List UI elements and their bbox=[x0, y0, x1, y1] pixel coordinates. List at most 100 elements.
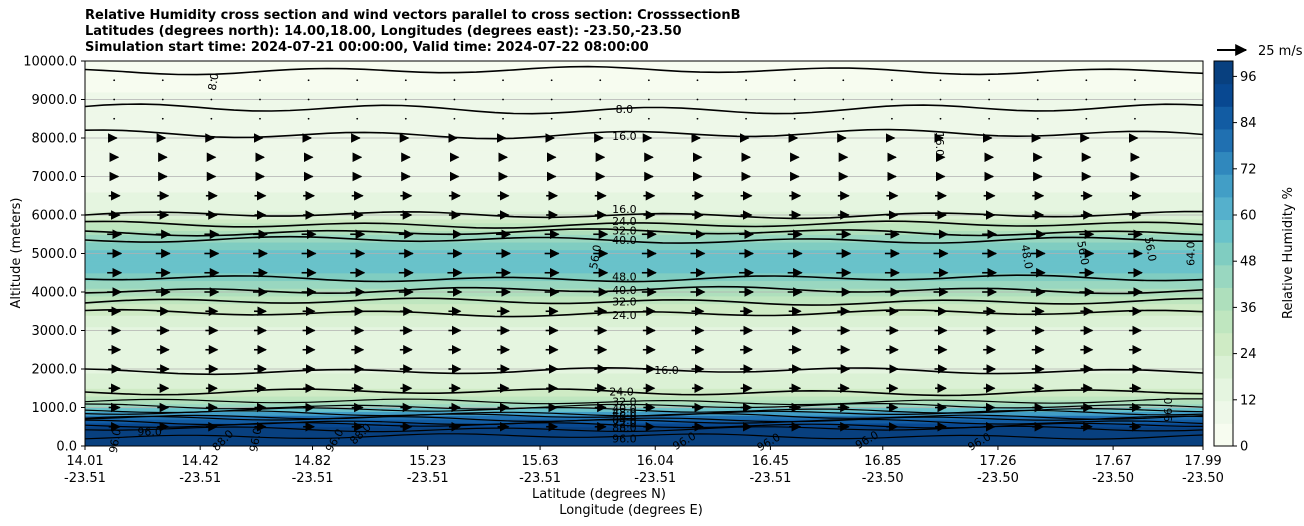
rh-band bbox=[85, 415, 1203, 420]
x-tick-label-lat: 14.82 bbox=[294, 454, 331, 469]
contour-label: 16.0 bbox=[933, 132, 946, 157]
rh-band bbox=[85, 403, 1203, 409]
x-tick-label-lon: -23.51 bbox=[407, 471, 449, 486]
wind-vector bbox=[210, 117, 213, 120]
x-tick-label-lat: 17.26 bbox=[979, 454, 1016, 469]
contour-label: 56.0 bbox=[1074, 240, 1091, 266]
contour-label: 96.0 bbox=[1162, 397, 1175, 422]
wind-vector bbox=[502, 79, 504, 82]
wind-vector bbox=[647, 98, 650, 101]
contour-line bbox=[85, 433, 1203, 440]
x-tick-label-lon: -23.51 bbox=[749, 471, 791, 486]
contour-line bbox=[85, 220, 1203, 229]
contour-label: 88.0 bbox=[612, 422, 637, 435]
colorbar-swatch bbox=[1214, 106, 1233, 130]
wind-vector bbox=[939, 79, 942, 82]
wind-vector bbox=[550, 98, 553, 101]
rh-band bbox=[85, 161, 1203, 166]
contour-label: 40.0 bbox=[612, 402, 637, 415]
y-tick-label: 7000.0 bbox=[32, 170, 78, 185]
wind-vector bbox=[502, 117, 504, 120]
contour-label: 8.0 bbox=[206, 72, 222, 91]
contour-label: 96.0 bbox=[137, 425, 162, 438]
rh-band bbox=[85, 357, 1203, 362]
x-tick-label-lon: -23.50 bbox=[1182, 471, 1224, 486]
x-tick-label-lon: -23.51 bbox=[64, 471, 106, 486]
rh-band bbox=[85, 292, 1203, 297]
x-tick-label-lon: -23.51 bbox=[519, 471, 561, 486]
wind-vector bbox=[696, 79, 699, 82]
wind-key-label: 25 m/s bbox=[1258, 44, 1303, 59]
colorbar-frame bbox=[1213, 60, 1234, 447]
x-tick-label-lat: 16.04 bbox=[637, 454, 674, 469]
rh-band bbox=[85, 222, 1203, 228]
wind-vector bbox=[647, 79, 650, 82]
y-axis-label: Altitude (meters) bbox=[9, 198, 24, 309]
y-tick-label: 6000.0 bbox=[32, 209, 78, 224]
wind-vector bbox=[793, 79, 796, 82]
colorbar-swatch bbox=[1214, 174, 1233, 198]
wind-vector bbox=[1085, 98, 1088, 101]
x-axis-label-2: Longitude (degrees E) bbox=[559, 503, 703, 518]
wind-vector bbox=[745, 79, 747, 82]
colorbar: 0 12 24 36 48 60 72 84 96 bbox=[1213, 60, 1257, 455]
wind-vector bbox=[988, 79, 991, 82]
wind-vector bbox=[1036, 79, 1039, 82]
y-tick-label: 9000.0 bbox=[32, 93, 78, 108]
wind-vector bbox=[1134, 117, 1136, 120]
y-tick-label: 5000.0 bbox=[32, 247, 78, 262]
rh-band bbox=[85, 307, 1203, 312]
contour-line bbox=[85, 398, 1203, 406]
rh-band bbox=[85, 345, 1203, 351]
rh-band bbox=[85, 172, 1203, 178]
wind-vector bbox=[113, 79, 116, 82]
x-tick-label-lon: -23.51 bbox=[292, 471, 334, 486]
rh-band bbox=[85, 299, 1203, 305]
rh-band bbox=[85, 91, 1203, 97]
rh-band bbox=[85, 426, 1203, 432]
contour-line bbox=[85, 402, 1203, 410]
y-tick-label: 4000.0 bbox=[32, 286, 78, 301]
rh-band bbox=[85, 107, 1203, 112]
x-axis: 14.01 -23.51 14.42 -23.51 14.82 -23.51 15.23 -2… bbox=[64, 446, 1224, 486]
chart-title-line-1: Relative Humidity cross section and wind… bbox=[85, 8, 741, 23]
colorbar-swatch bbox=[1214, 378, 1233, 402]
contour-label: 32.0 bbox=[612, 296, 637, 309]
wind-vector bbox=[161, 98, 164, 101]
contour-label: 96.0 bbox=[107, 428, 124, 454]
rh-band bbox=[85, 353, 1203, 359]
colorbar-tick-label: 96 bbox=[1240, 70, 1257, 85]
wind-vector bbox=[842, 98, 845, 101]
rh-band bbox=[85, 442, 1203, 446]
rh-band bbox=[85, 68, 1203, 74]
rh-band bbox=[85, 99, 1203, 104]
wind-vector bbox=[842, 117, 845, 120]
wind-vector bbox=[356, 98, 359, 101]
contour-label: 24.0 bbox=[612, 215, 637, 228]
rh-band bbox=[85, 303, 1203, 308]
rh-band bbox=[85, 215, 1203, 220]
colorbar-swatch bbox=[1214, 400, 1233, 424]
rh-band bbox=[85, 130, 1203, 135]
rh-band bbox=[85, 80, 1203, 85]
rh-band bbox=[85, 261, 1203, 266]
wind-vector bbox=[113, 117, 116, 120]
wind-vector bbox=[1085, 117, 1088, 120]
colorbar-tick-label: 84 bbox=[1240, 116, 1257, 131]
wind-vector bbox=[307, 79, 310, 82]
contour-label: 64.0 bbox=[1185, 241, 1198, 266]
wind-vector bbox=[502, 98, 504, 101]
rh-band bbox=[85, 164, 1203, 170]
wind-vector bbox=[453, 98, 456, 101]
colorbar-tick-label: 24 bbox=[1240, 347, 1257, 362]
rh-band bbox=[85, 122, 1203, 128]
wind-vector bbox=[307, 98, 310, 101]
rh-band bbox=[85, 330, 1203, 335]
rh-band bbox=[85, 326, 1203, 332]
contour-line bbox=[85, 210, 1203, 220]
rh-band bbox=[85, 218, 1203, 224]
contour-line bbox=[85, 415, 1203, 423]
rh-band bbox=[85, 311, 1203, 316]
rh-band bbox=[85, 372, 1203, 378]
colorbar-swatch bbox=[1214, 310, 1233, 334]
